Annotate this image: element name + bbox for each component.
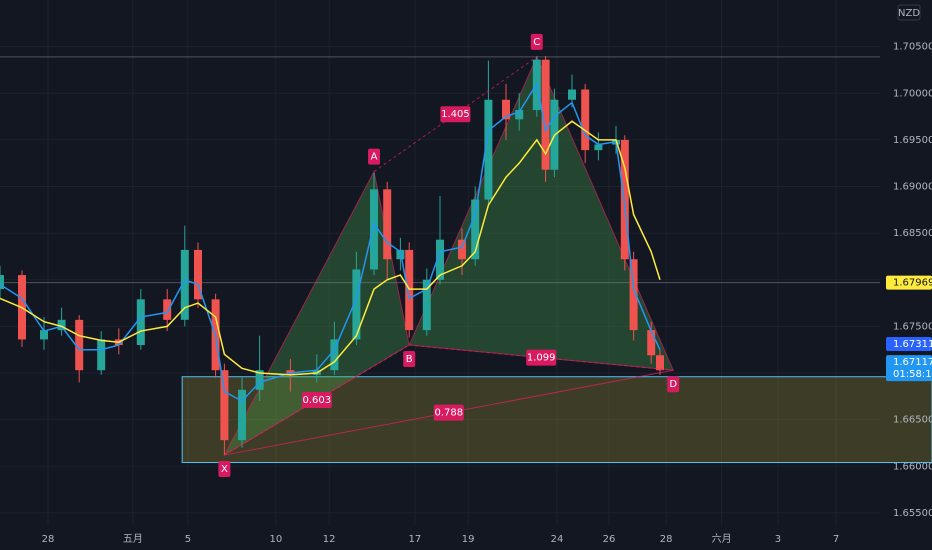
point-label: X xyxy=(221,464,228,475)
x-tick-label: 12 xyxy=(323,534,336,545)
candle-body xyxy=(405,249,414,331)
x-tick-label: 7 xyxy=(833,534,839,545)
candle-body xyxy=(194,249,202,300)
point-box xyxy=(368,148,380,165)
ratio-box xyxy=(526,349,557,366)
y-tick-label: 1.70500 xyxy=(893,42,932,53)
y-tick-label: 1.65500 xyxy=(893,508,932,519)
point-box xyxy=(530,33,543,50)
price-tag-label: 1.67117 xyxy=(893,357,932,368)
x-tick-label: 10 xyxy=(270,534,283,545)
y-tick-label: 1.69000 xyxy=(893,182,932,193)
candle-body xyxy=(594,144,603,151)
candle-body xyxy=(238,389,246,441)
x-tick-label: 24 xyxy=(551,534,564,545)
candle-body xyxy=(436,239,444,280)
ratio-label: 0.788 xyxy=(434,408,463,419)
candle-body xyxy=(647,330,656,356)
point-label: C xyxy=(533,37,540,48)
price-tag-label: 1.67311 xyxy=(893,339,932,350)
ratio-box xyxy=(433,404,464,421)
price-tag xyxy=(886,337,932,352)
price-tag xyxy=(886,275,932,290)
x-tick-label: 3 xyxy=(775,534,781,545)
candle-body xyxy=(255,370,264,390)
candle-body xyxy=(383,189,392,260)
x-tick-label: 28 xyxy=(660,534,673,545)
point-label: A xyxy=(371,152,378,163)
point-label: D xyxy=(669,379,677,390)
candle-body xyxy=(422,279,431,331)
x-tick-label: 五月 xyxy=(123,533,143,545)
candle-body xyxy=(0,275,4,290)
y-tick-label: 1.66500 xyxy=(893,415,932,426)
candle-body xyxy=(370,189,378,270)
y-tick-label: 1.70000 xyxy=(893,88,932,99)
price-tag xyxy=(886,355,932,382)
x-tick-label: 26 xyxy=(603,534,616,545)
y-tick-label: 1.68500 xyxy=(893,228,932,239)
candle-body xyxy=(656,355,664,371)
candle-body xyxy=(163,299,172,320)
x-tick-label: 28 xyxy=(42,534,55,545)
currency: NZD xyxy=(898,8,920,19)
candle-body xyxy=(629,259,638,331)
point-box xyxy=(218,461,231,478)
candle-body xyxy=(57,319,66,331)
zone xyxy=(181,376,932,464)
ratio-label: 1.099 xyxy=(527,353,556,364)
candle-body xyxy=(180,249,189,320)
x-tick-label: 六月 xyxy=(712,533,732,545)
x-tick-label: 5 xyxy=(185,534,191,545)
candle-body xyxy=(568,89,576,100)
ratio-label: 1.405 xyxy=(441,109,470,120)
ma-line xyxy=(0,81,661,402)
candle-body xyxy=(502,99,510,120)
countdown: 01:58:12 xyxy=(893,369,932,380)
ratio-box xyxy=(301,392,332,409)
candle-body xyxy=(541,59,550,170)
candle-body xyxy=(136,299,145,346)
point-box xyxy=(667,376,680,393)
candle-body xyxy=(75,319,84,371)
ratio-box xyxy=(440,106,471,123)
candle-body xyxy=(471,199,480,260)
candle-body xyxy=(620,139,629,260)
y-tick-label: 1.67500 xyxy=(893,321,932,332)
y-tick-label: 1.66000 xyxy=(893,461,932,472)
candle-body xyxy=(581,89,590,151)
point-box xyxy=(403,351,416,368)
ratio-label: 0.603 xyxy=(302,395,331,406)
candle-body xyxy=(515,110,524,120)
price-tag-label: 1.67969 xyxy=(893,278,932,289)
candle-body xyxy=(97,339,106,371)
x-tick-label: 19 xyxy=(462,534,475,545)
ma-line xyxy=(0,120,661,376)
candle-body xyxy=(40,330,48,340)
candle-body xyxy=(484,99,493,200)
y-tick-label: 1.69500 xyxy=(893,135,932,146)
candle-body xyxy=(352,269,361,340)
x-tick-label: 17 xyxy=(409,534,422,545)
candle-body xyxy=(458,239,466,260)
currency-box xyxy=(897,4,921,21)
point-label: B xyxy=(406,354,413,365)
candle-body xyxy=(330,339,339,371)
candle-body xyxy=(220,370,229,441)
